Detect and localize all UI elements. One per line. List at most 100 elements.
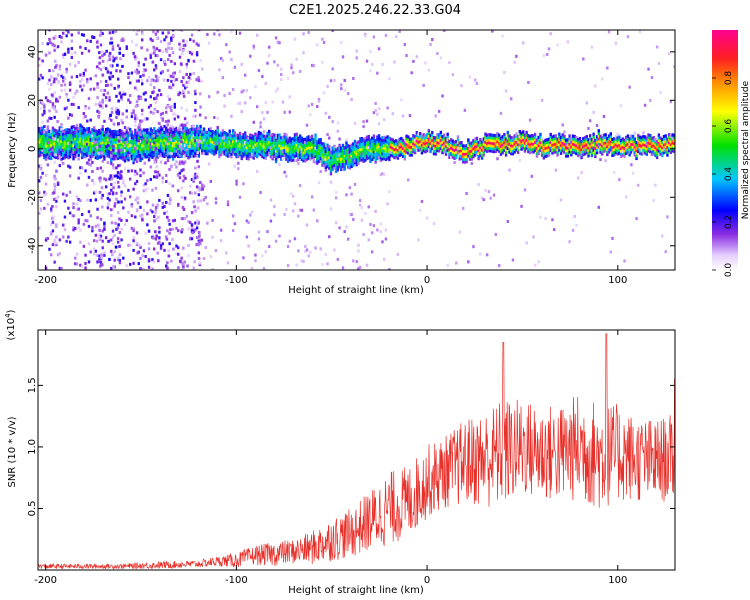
spectrogram-cell	[238, 137, 242, 141]
spectrogram-cell	[136, 196, 139, 200]
spectrogram-cell	[398, 145, 401, 149]
spectrogram-cell	[607, 147, 611, 152]
spectrogram-cell	[285, 133, 288, 137]
spectrogram-cell	[106, 151, 110, 155]
spectrogram-cell	[626, 134, 630, 138]
spectrogram-cell	[202, 130, 206, 134]
spectrogram-cell	[62, 76, 65, 80]
spectrogram-cell	[53, 133, 56, 138]
spectrogram-cell	[192, 141, 195, 145]
spectrogram-cell	[190, 127, 194, 131]
spectrogram-cell	[154, 66, 158, 70]
spectrogram-cell	[362, 149, 365, 153]
spectrogram-cell	[252, 135, 255, 139]
spectrogram-cell	[415, 141, 419, 145]
spectrogram-cell	[101, 246, 104, 250]
spectrogram-cell	[298, 184, 302, 188]
spectrogram-cell	[209, 179, 213, 183]
spectrogram-cell	[173, 102, 177, 106]
spectrogram-cell	[225, 43, 228, 47]
spectrogram-cell	[381, 152, 384, 156]
spectrogram-cell	[358, 139, 362, 144]
spectrogram-cell	[539, 146, 542, 150]
spectrogram-cell	[133, 86, 137, 90]
spectrogram-cell	[139, 139, 142, 143]
spectrogram-cell	[194, 154, 197, 158]
spectrogram-cell	[113, 145, 116, 150]
spectrogram-cell	[377, 144, 381, 149]
spectrogram-cell	[91, 136, 94, 140]
spectrogram-cell	[110, 107, 114, 111]
spectrogram-cell	[89, 146, 92, 150]
spectrogram-cell	[38, 132, 41, 136]
spectrogram-cell	[381, 240, 384, 244]
spectrogram-cell	[312, 151, 316, 155]
spectrogram-cell	[62, 192, 65, 196]
spectrogram-cell	[638, 140, 642, 145]
spectrogram-cell	[38, 57, 41, 61]
spectrogram-cell	[172, 112, 175, 116]
spectrogram-cell	[194, 172, 197, 176]
spectrogram-cell	[53, 184, 57, 188]
spectrogram-cell	[302, 140, 305, 144]
spectrogram-cell	[166, 193, 170, 197]
spectrogram-cell	[237, 141, 240, 145]
spectrogram-cell	[566, 40, 570, 44]
spectrogram-cell	[165, 150, 168, 154]
spectrogram-cell	[322, 155, 326, 160]
spectrogram-cell	[501, 135, 504, 139]
spectrogram-cell	[190, 149, 194, 153]
spectrogram-cell	[134, 169, 137, 173]
spectrogram-cell	[182, 39, 185, 43]
spectrogram-cell	[70, 75, 74, 79]
spectrogram-cell	[542, 156, 546, 160]
spectrogram-cell	[458, 154, 461, 158]
spectrogram-cell	[153, 247, 156, 251]
spectrogram-cell	[115, 106, 118, 110]
spectrogram-cell	[592, 135, 595, 139]
spectrogram-cell	[511, 149, 515, 153]
spectrogram-cell	[405, 145, 408, 149]
spectrogram-cell	[53, 188, 56, 192]
spectrogram-cell	[214, 201, 218, 205]
spectrogram-cell	[304, 250, 307, 254]
spectrogram-cell	[403, 157, 407, 161]
spectrogram-cell	[128, 154, 132, 158]
spectrogram-cell	[178, 162, 182, 166]
spectrogram-cell	[153, 143, 156, 147]
spectrogram-cell	[175, 128, 178, 132]
spectrogram-cell	[345, 156, 348, 160]
spectrogram-cell	[194, 101, 197, 105]
spectrogram-cell	[41, 120, 44, 124]
spectrogram-cell	[163, 124, 166, 128]
spectrogram-cell	[156, 241, 160, 245]
spectrogram-cell	[231, 214, 235, 218]
spectrogram-cell	[408, 150, 412, 155]
spectrogram-cell	[458, 152, 461, 156]
spectrogram-cell	[671, 146, 674, 150]
spectrogram-cell	[48, 151, 51, 155]
spectrogram-cell	[357, 153, 360, 158]
spectrogram-cell	[443, 149, 446, 153]
spectrogram-cell	[383, 156, 386, 161]
spectrogram-cell	[146, 140, 149, 144]
spectrogram-cell	[223, 138, 226, 143]
spectrogram-cell	[111, 235, 115, 239]
spectrogram-cell	[213, 141, 216, 145]
spectrogram-cell	[161, 118, 164, 122]
spectrogram-cell	[230, 152, 233, 156]
spectrogram-cell	[199, 127, 202, 131]
spectrogram-cell	[152, 45, 156, 49]
spectrogram-cell	[551, 143, 554, 147]
spectrogram-cell	[547, 140, 551, 144]
spectrogram-cell	[111, 154, 115, 158]
spectrogram-cell	[333, 145, 336, 149]
spectrogram-cell	[528, 137, 532, 141]
spectrogram-cell	[618, 146, 621, 150]
spectrogram-cell	[77, 142, 80, 147]
spectrogram-cell	[252, 153, 255, 158]
spectrogram-cell	[138, 126, 141, 130]
spectrogram-cell	[582, 57, 585, 61]
spectrogram-cell	[477, 143, 480, 147]
spectrogram-cell	[159, 246, 163, 250]
